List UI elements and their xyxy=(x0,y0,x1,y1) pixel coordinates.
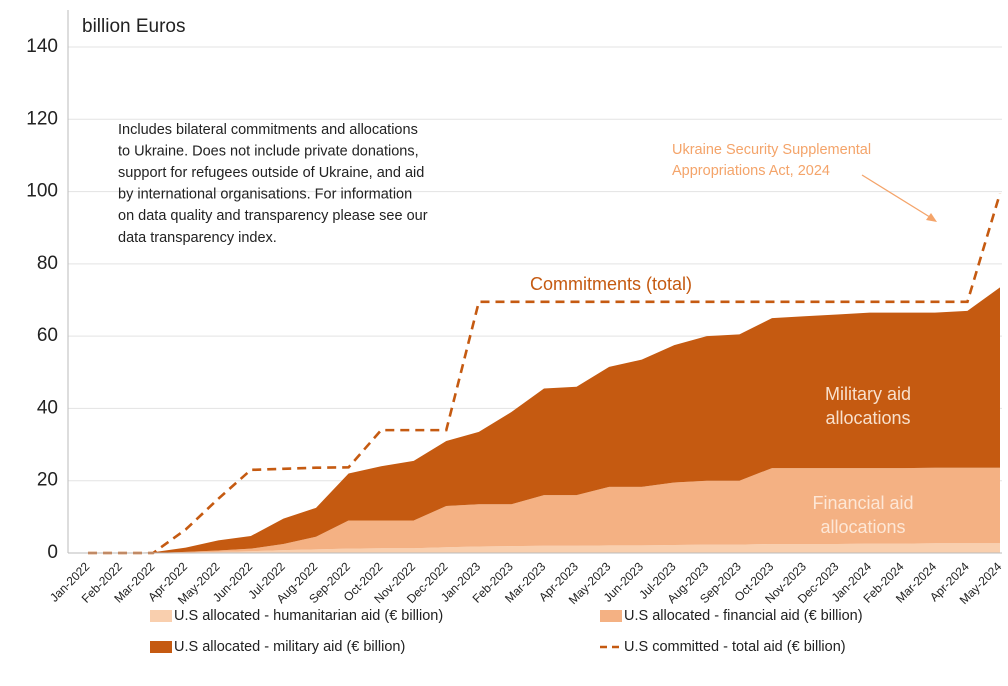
annotation: Ukraine Security Supplemental xyxy=(672,142,871,158)
annotation: data transparency index. xyxy=(118,230,277,246)
y-tick-label: 120 xyxy=(26,108,58,129)
annotation-arrowhead xyxy=(926,213,937,222)
area xyxy=(88,287,1000,553)
y-tick-label: 140 xyxy=(26,36,58,57)
legend-swatch xyxy=(600,610,622,622)
annotation: Military aid xyxy=(825,384,911,404)
y-tick-label: 40 xyxy=(37,397,58,418)
annotation-arrow xyxy=(861,174,934,220)
legend-swatch xyxy=(150,641,172,653)
area xyxy=(88,467,1000,553)
annotation: allocations xyxy=(825,408,910,428)
annotation: Includes bilateral commitments and alloc… xyxy=(118,122,418,138)
annotation: by international organisations. For info… xyxy=(118,187,412,203)
y-tick-label: 100 xyxy=(26,181,58,202)
chart-title: billion Euros xyxy=(82,16,186,37)
annotation: Commitments (total) xyxy=(530,274,692,294)
annotation: Appropriations Act, 2024 xyxy=(672,163,830,179)
area xyxy=(88,543,1000,553)
annotation: to Ukraine. Does not include private don… xyxy=(118,143,419,159)
line xyxy=(88,193,1002,555)
y-tick-label: 80 xyxy=(37,253,58,274)
annotation: allocations xyxy=(820,517,905,537)
legend-label: U.S allocated - humanitarian aid (€ bill… xyxy=(174,608,443,624)
y-tick-label: 60 xyxy=(37,325,58,346)
legend-label: U.S allocated - military aid (€ billion) xyxy=(174,639,405,655)
annotation: on data quality and transparency please … xyxy=(118,208,428,224)
y-tick-label: 0 xyxy=(47,542,58,563)
y-tick-label: 20 xyxy=(37,470,58,491)
legend-label: U.S committed - total aid (€ billion) xyxy=(624,639,846,655)
annotation: support for refugees outside of Ukraine,… xyxy=(118,165,424,181)
annotation: Financial aid xyxy=(812,493,913,513)
legend-swatch xyxy=(150,610,172,622)
legend-label: U.S allocated - financial aid (€ billion… xyxy=(624,608,863,624)
